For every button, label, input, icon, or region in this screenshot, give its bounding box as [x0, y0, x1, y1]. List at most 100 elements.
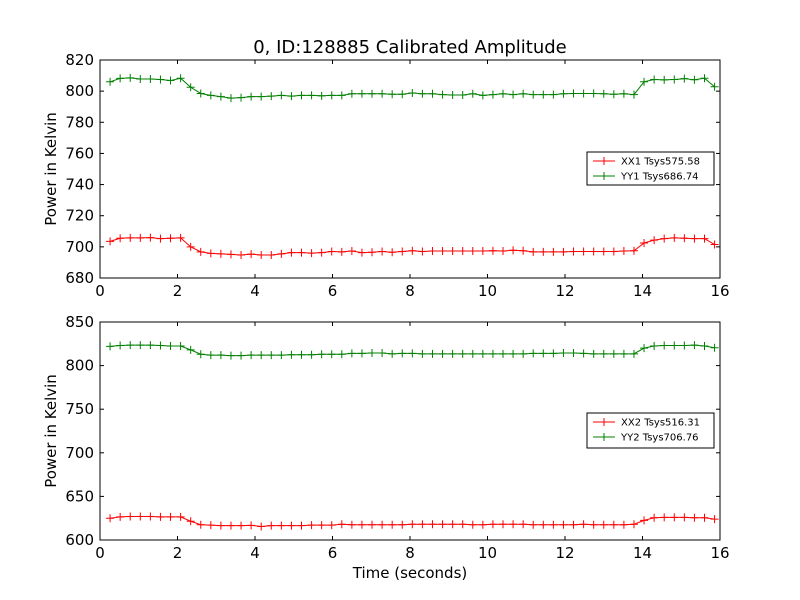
- data-point: [297, 521, 306, 530]
- data-point: [166, 512, 175, 521]
- data-point: [317, 521, 326, 530]
- data-point: [519, 520, 528, 529]
- data-point: [287, 350, 296, 359]
- data-point: [166, 76, 175, 85]
- data-point: [126, 341, 135, 350]
- data-point: [388, 520, 397, 529]
- data-point: [619, 349, 628, 358]
- x-tick-label: 16: [710, 544, 729, 562]
- legend-label: XX1 Tsys575.58: [621, 157, 700, 168]
- x-tick-label: 2: [173, 544, 183, 562]
- data-point: [609, 90, 618, 99]
- data-point: [629, 90, 638, 99]
- data-point: [146, 341, 155, 350]
- data-point: [599, 89, 608, 98]
- data-point: [519, 89, 528, 98]
- data-point: [287, 92, 296, 101]
- data-point: [680, 234, 689, 243]
- data-point: [690, 513, 699, 522]
- data-point: [448, 91, 457, 100]
- data-point: [700, 341, 709, 350]
- data-point: [478, 520, 487, 529]
- data-point: [368, 248, 377, 257]
- data-point: [609, 349, 618, 358]
- data-point: [398, 349, 407, 358]
- data-point: [277, 351, 286, 360]
- data-point: [609, 520, 618, 529]
- data-point: [398, 247, 407, 256]
- data-point: [680, 74, 689, 83]
- data-point: [317, 350, 326, 359]
- data-point: [388, 349, 397, 358]
- data-point: [206, 91, 215, 100]
- x-tick-label: 16: [710, 282, 729, 300]
- data-point: [499, 247, 507, 256]
- x-tick-label: 4: [250, 544, 260, 562]
- x-tick-label: 6: [328, 282, 338, 300]
- data-point: [519, 246, 528, 255]
- data-point: [670, 513, 679, 522]
- data-point: [176, 74, 185, 83]
- data-point: [710, 240, 719, 249]
- data-point: [106, 237, 115, 246]
- data-point: [287, 248, 296, 257]
- y-tick-label: 650: [65, 487, 94, 505]
- data-point: [680, 513, 689, 522]
- series-xx2: [106, 512, 719, 531]
- y-tick-label: 600: [65, 531, 94, 549]
- x-tick-label: 8: [405, 282, 415, 300]
- legend-1: XX1 Tsys575.58 YY1 Tsys686.74: [586, 151, 715, 186]
- x-tick-label: 0: [95, 544, 105, 562]
- x-axis-label: Time (seconds): [352, 564, 468, 582]
- data-point: [237, 93, 246, 102]
- data-point: [106, 77, 115, 86]
- data-point: [478, 349, 487, 358]
- data-point: [448, 349, 457, 358]
- data-point: [267, 92, 276, 101]
- data-point: [226, 250, 235, 259]
- data-point: [418, 349, 427, 358]
- data-point: [398, 520, 407, 529]
- data-point: [257, 522, 266, 531]
- data-point: [317, 248, 326, 257]
- data-point: [549, 349, 558, 358]
- data-point: [579, 520, 588, 529]
- data-point: [660, 513, 669, 522]
- data-point: [438, 90, 447, 99]
- x-tick-label: 14: [633, 544, 652, 562]
- data-point: [569, 89, 578, 98]
- data-point: [509, 90, 518, 99]
- data-point: [368, 348, 377, 357]
- data-point: [700, 234, 709, 243]
- data-point: [156, 234, 165, 243]
- data-point: [357, 520, 366, 529]
- data-point: [277, 91, 286, 100]
- data-point: [226, 351, 235, 360]
- data-point: [690, 75, 699, 84]
- data-point: [116, 234, 125, 243]
- y-axis-label: Power in Kelvin: [42, 374, 60, 488]
- data-point: [116, 512, 125, 521]
- x-tick-label: 4: [250, 282, 260, 300]
- data-point: [267, 521, 276, 530]
- data-point: [337, 520, 346, 529]
- data-point: [146, 74, 155, 83]
- data-point: [579, 247, 588, 256]
- data-point: [357, 89, 366, 98]
- data-point: [196, 89, 205, 98]
- data-point: [196, 247, 205, 256]
- data-point: [408, 89, 417, 98]
- y-tick-label: 800: [65, 82, 94, 100]
- data-point: [650, 341, 659, 350]
- data-point: [106, 514, 115, 523]
- data-point: [690, 341, 699, 350]
- data-point: [458, 91, 467, 100]
- data-point: [559, 247, 568, 256]
- data-point: [257, 92, 266, 101]
- data-point: [660, 341, 669, 350]
- data-point: [337, 350, 346, 359]
- data-point: [569, 348, 578, 357]
- data-point: [468, 247, 477, 256]
- x-tick-label: 2: [173, 282, 183, 300]
- data-point: [609, 247, 618, 256]
